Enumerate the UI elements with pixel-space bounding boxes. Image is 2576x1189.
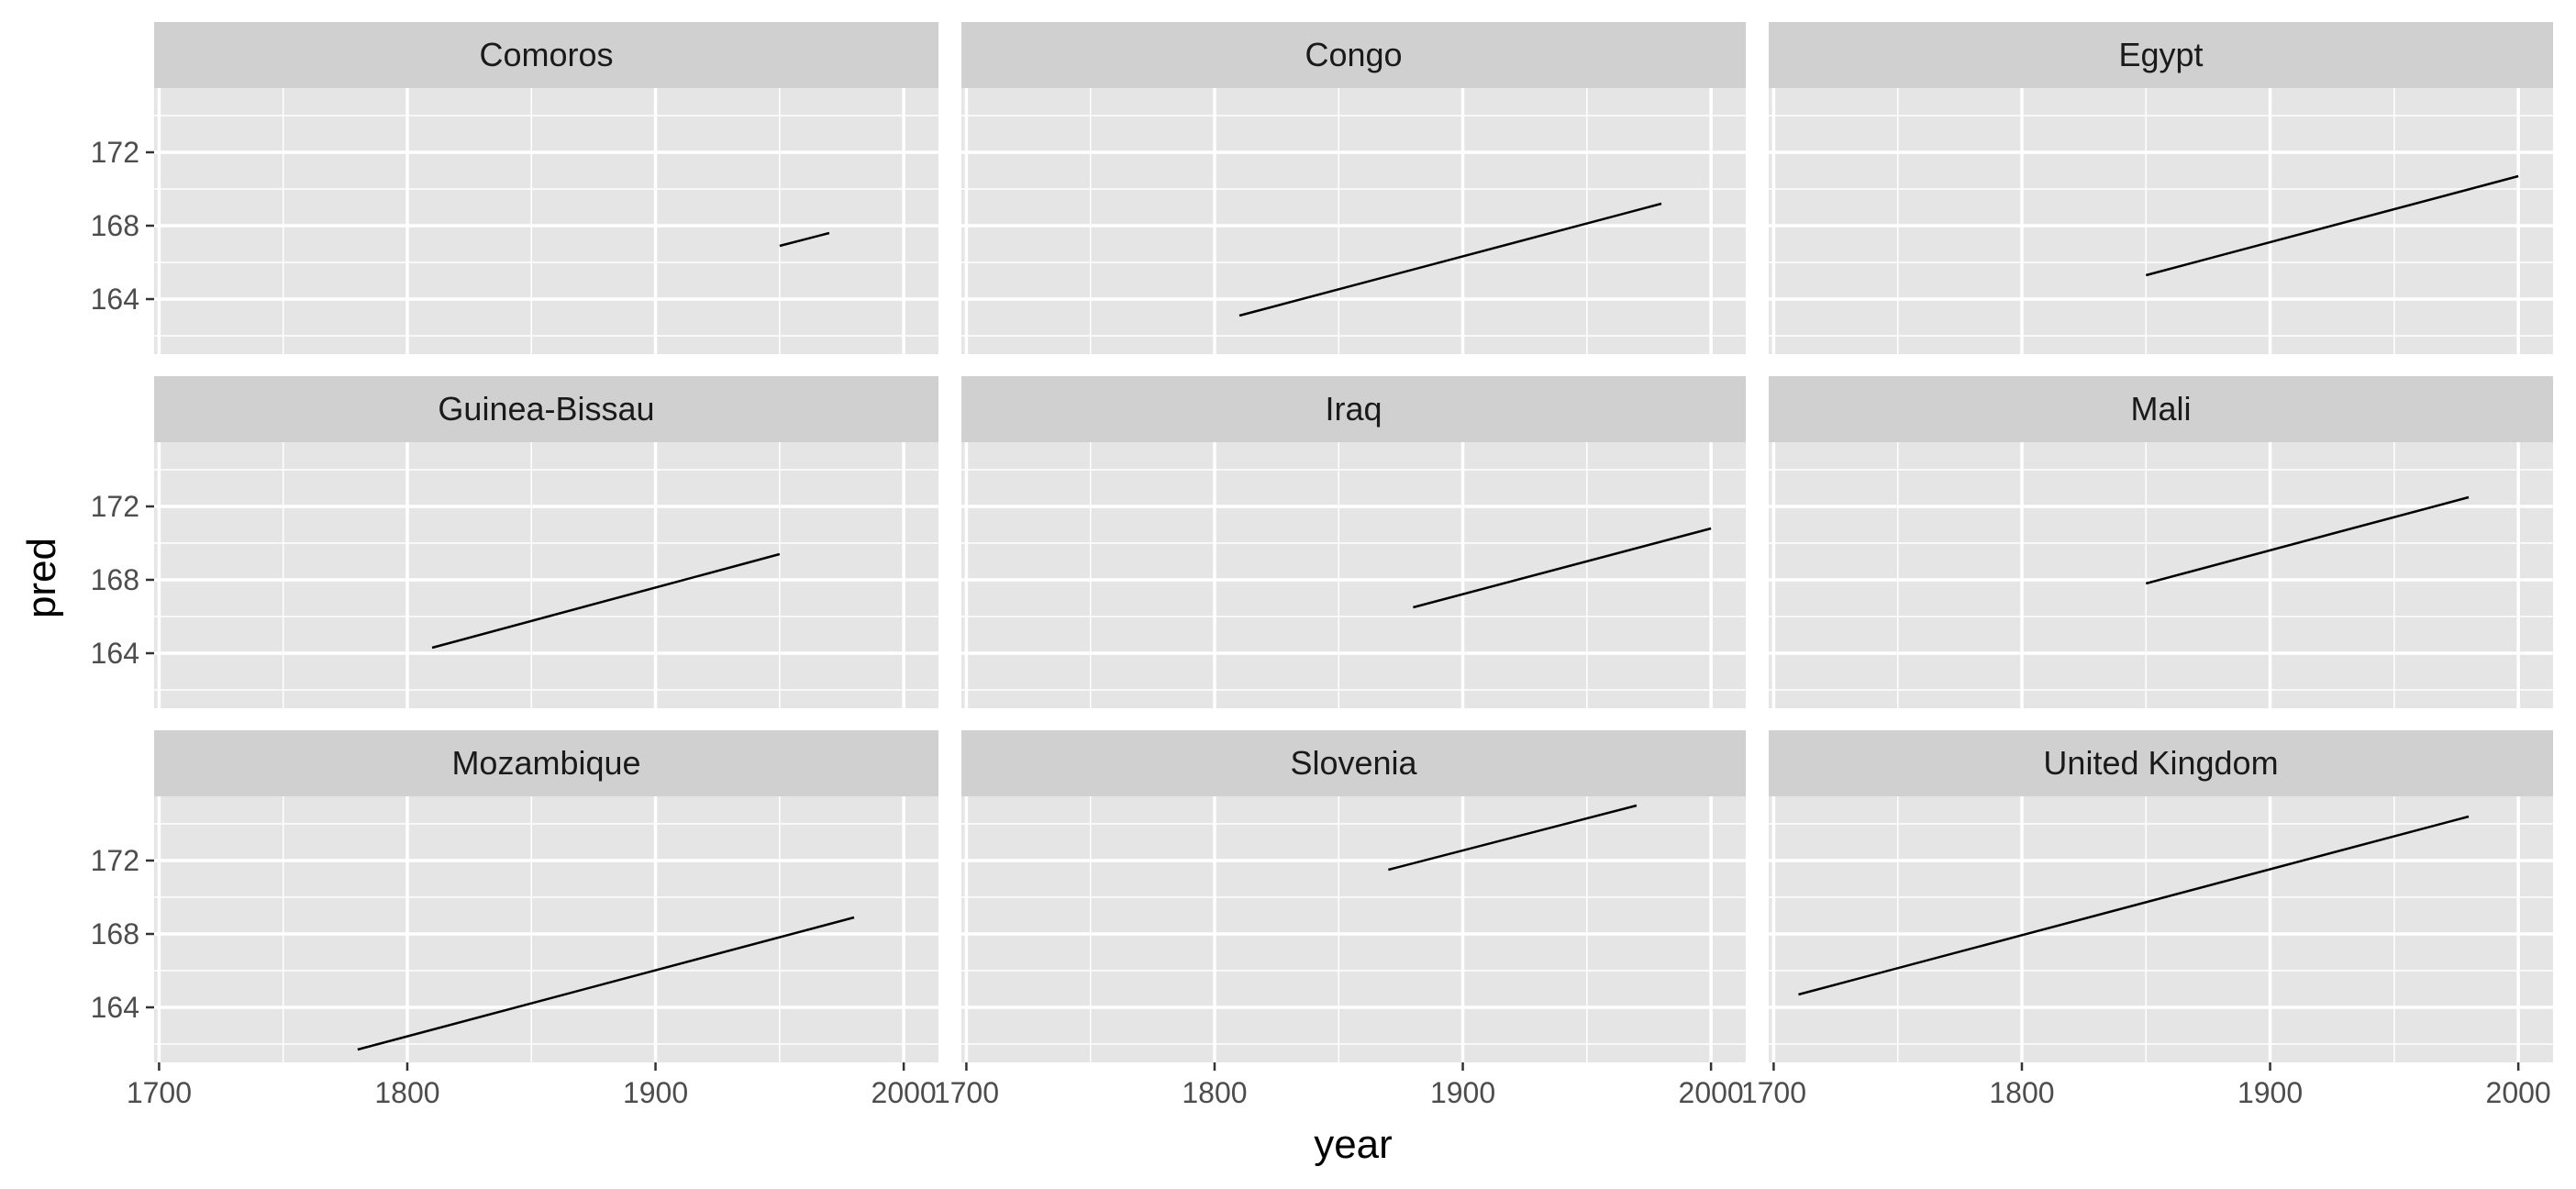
- x-axis-title: year: [1314, 1122, 1393, 1167]
- y-axis-tick-label: 168: [91, 209, 139, 242]
- series-line: [2145, 174, 2519, 277]
- x-axis-tick-label: 1900: [2237, 1076, 2303, 1109]
- facet-strip: [1769, 730, 2553, 796]
- panel-background: [1769, 88, 2553, 354]
- facet-strip-label: Guinea-Bissau: [438, 390, 654, 428]
- axes: 164 168 172 164 168 172 164 168 172 1700 1800 1900 2…: [91, 136, 2551, 1109]
- panel-background: [961, 796, 1746, 1062]
- x-axis-tick-label: 1800: [374, 1076, 439, 1109]
- series-line: [1798, 815, 2470, 996]
- x-axis-tick-label: 1700: [934, 1076, 999, 1109]
- facet-panel: Mozambique: [154, 730, 938, 1062]
- facet-panel: Mali: [1769, 376, 2553, 708]
- x-axis-tick-label: 2000: [872, 1076, 937, 1109]
- y-axis-tick-label: 164: [91, 283, 139, 316]
- series-line: [1388, 804, 1638, 872]
- facet-strip: [1769, 376, 2553, 442]
- facet-strip: [961, 730, 1746, 796]
- x-axis-tick-label: 2000: [2486, 1076, 2551, 1109]
- facet-strip-label: Slovenia: [1290, 744, 1417, 782]
- x-axis-tick-label: 1700: [1741, 1076, 1806, 1109]
- panel-background: [1769, 796, 2553, 1062]
- facet-panel: Comoros: [154, 22, 938, 354]
- y-axis-tick-label: 164: [91, 991, 139, 1024]
- x-axis-tick-label: 1800: [1989, 1076, 2054, 1109]
- x-axis-tick-label: 1700: [127, 1076, 192, 1109]
- panel-background: [961, 442, 1746, 708]
- panel-background: [961, 88, 1746, 354]
- facet-strip-label: Comoros: [479, 36, 613, 73]
- series-line: [357, 916, 855, 1051]
- y-axis-tick-label: 172: [91, 136, 139, 169]
- series-line: [2145, 495, 2470, 585]
- x-axis-tick-label: 2000: [1679, 1076, 1744, 1109]
- x-axis-tick-label: 1900: [623, 1076, 688, 1109]
- facet-strip-label: Mozambique: [451, 744, 640, 782]
- facet-panels: Comoros Congo Egypt Guinea-Bissau Iraq Mali Mo…: [154, 22, 2553, 1062]
- facet-strip: [961, 376, 1746, 442]
- y-axis-title: pred: [19, 538, 64, 618]
- y-axis-tick-label: 168: [91, 563, 139, 596]
- panel-background: [154, 796, 938, 1062]
- facet-strip-label: United Kingdom: [2043, 744, 2278, 782]
- facet-strip-label: Mali: [2130, 390, 2191, 428]
- y-axis-tick-label: 172: [91, 490, 139, 523]
- facet-panel: Slovenia: [961, 730, 1746, 1062]
- series-line: [1238, 202, 1662, 317]
- facet-panel: Guinea-Bissau: [154, 376, 938, 708]
- facet-strip: [1769, 22, 2553, 88]
- facet-strip: [154, 376, 938, 442]
- panel-background: [154, 442, 938, 708]
- facet-panel: United Kingdom: [1769, 730, 2553, 1062]
- panel-background: [1769, 442, 2553, 708]
- facet-strip-label: Iraq: [1325, 390, 1382, 428]
- x-axis-tick-label: 1800: [1182, 1076, 1247, 1109]
- facet-panel: Congo: [961, 22, 1746, 354]
- facet-strip: [154, 22, 938, 88]
- series-line: [1413, 527, 1712, 609]
- facet-panel: Egypt: [1769, 22, 2553, 354]
- facet-strip: [961, 22, 1746, 88]
- y-axis-tick-label: 164: [91, 637, 139, 670]
- facet-panel: Iraq: [961, 376, 1746, 708]
- series-line: [779, 231, 830, 248]
- facet-strip-label: Egypt: [2118, 36, 2203, 73]
- facet-strip: [154, 730, 938, 796]
- y-axis-tick-label: 172: [91, 844, 139, 877]
- series-line: [431, 552, 781, 650]
- panel-background: [154, 88, 938, 354]
- x-axis-tick-label: 1900: [1430, 1076, 1495, 1109]
- facet-strip-label: Congo: [1305, 36, 1402, 73]
- y-axis-tick-label: 168: [91, 917, 139, 950]
